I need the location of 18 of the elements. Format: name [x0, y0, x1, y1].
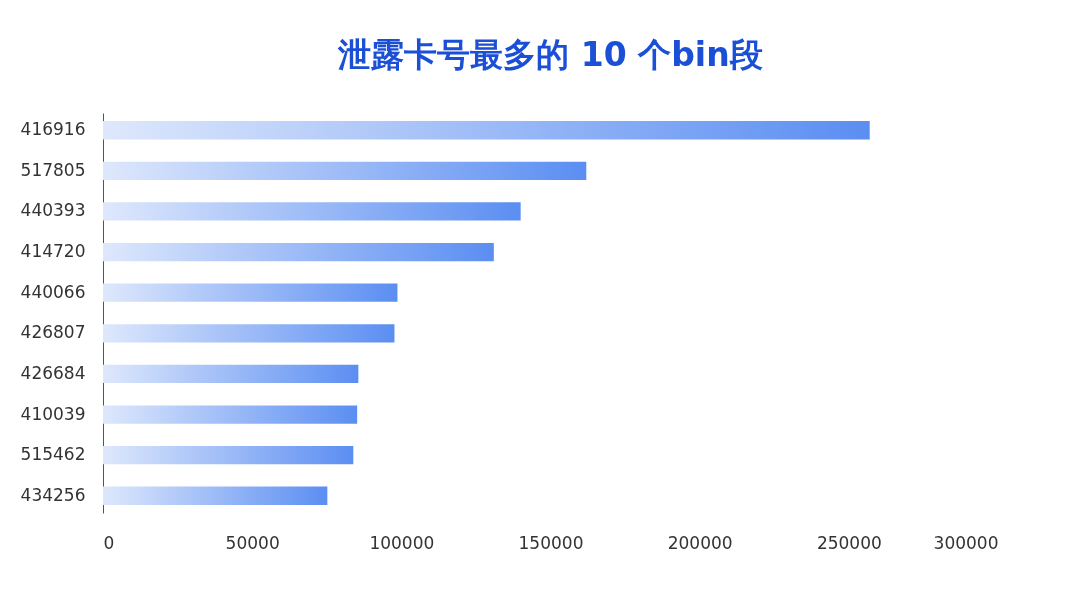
chart-title: 泄露卡号最多的 10 个bin段 [337, 35, 763, 74]
y-tick-label: 440393 [20, 200, 86, 221]
x-tick-label: 300000 [933, 532, 999, 553]
y-tick-label: 416916 [20, 119, 86, 140]
y-tick-label: 410039 [20, 403, 86, 424]
x-tick-label: 150000 [518, 532, 584, 553]
x-tick-label: 250000 [816, 532, 882, 553]
y-tick-label: 414720 [20, 241, 86, 262]
y-tick-label: 515462 [20, 444, 86, 465]
x-tick-label: 50000 [225, 532, 280, 553]
y-tick-label: 517805 [20, 159, 86, 180]
y-tick-label: 440066 [20, 281, 86, 302]
y-tick-label: 434256 [20, 484, 86, 505]
x-tick-label: 200000 [667, 532, 733, 553]
x-tick-label: 100000 [369, 532, 435, 553]
y-tick-label: 426684 [20, 362, 86, 383]
y-tick-label: 426807 [20, 322, 86, 343]
x-tick-label: 0 [103, 532, 115, 553]
